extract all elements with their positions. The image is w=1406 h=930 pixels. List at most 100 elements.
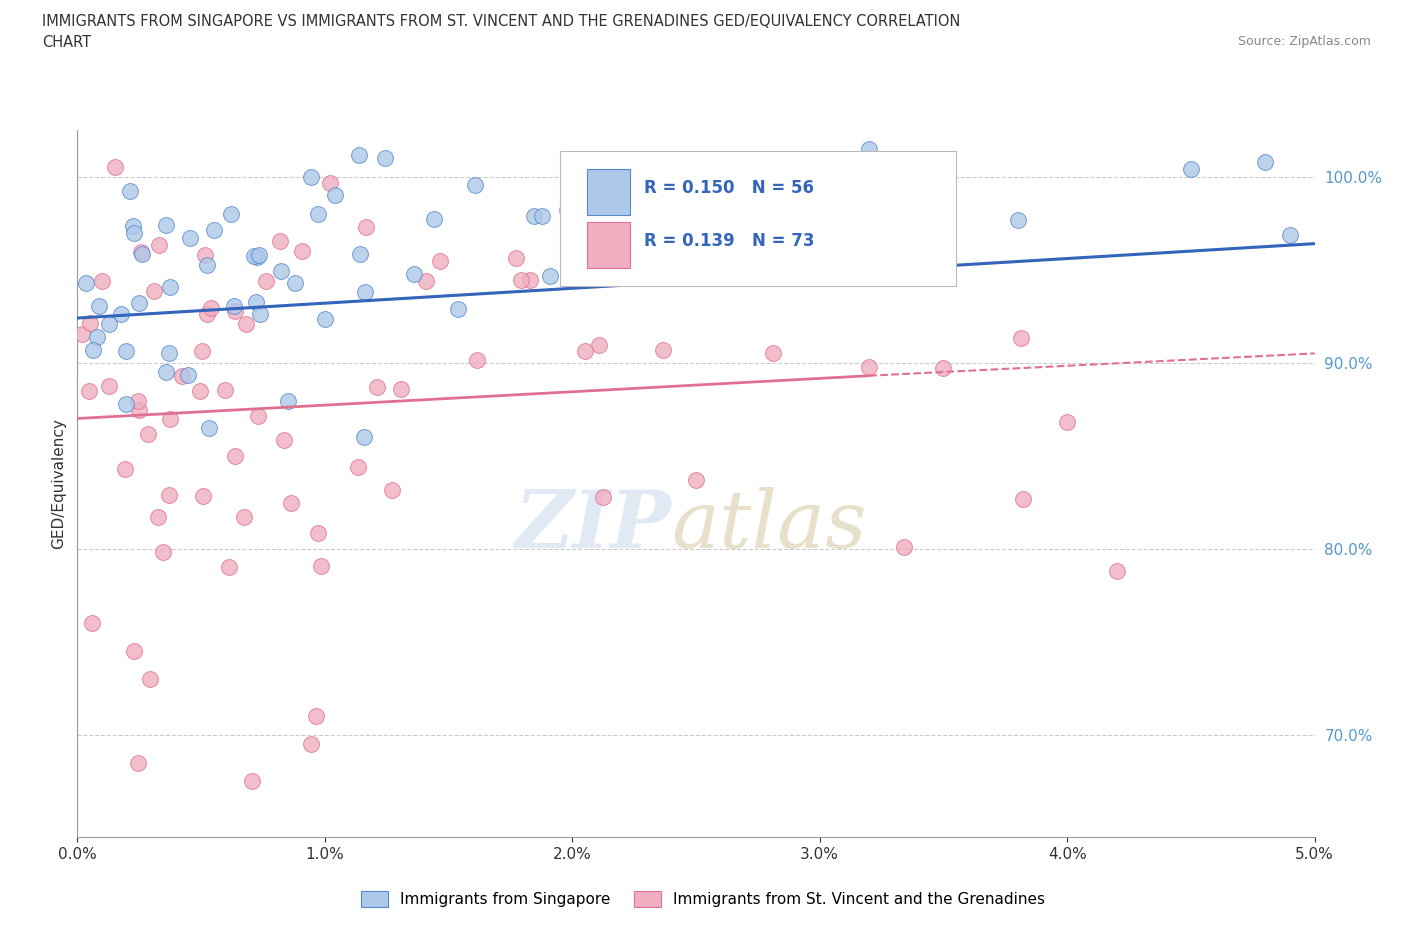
Point [75, 275, 97, 290]
Point [1105, 564, 1128, 578]
Point [155, 218, 177, 232]
Point [304, 709, 326, 724]
Point [79, 315, 101, 330]
Point [446, 301, 468, 316]
Point [218, 559, 240, 574]
Point [538, 269, 561, 284]
Point [246, 249, 269, 264]
Bar [588, 222, 630, 268]
Point [354, 219, 377, 234]
Point [131, 245, 153, 259]
Point [170, 369, 193, 384]
Point [245, 295, 267, 310]
Point [131, 246, 153, 261]
Point [243, 248, 266, 263]
Point [127, 393, 149, 408]
Text: IMMIGRANTS FROM SINGAPORE VS IMMIGRANTS FROM ST. VINCENT AND THE GRENADINES GED/: IMMIGRANTS FROM SINGAPORE VS IMMIGRANTS … [42, 14, 960, 29]
Point [157, 345, 180, 360]
Point [148, 237, 170, 252]
Point [77, 383, 100, 398]
Point [381, 483, 404, 498]
Point [90, 274, 112, 289]
Point [176, 368, 198, 383]
Point [685, 472, 707, 487]
Point [1011, 491, 1033, 506]
Point [269, 234, 291, 249]
Point [509, 273, 531, 288]
Point [415, 274, 437, 289]
Point [249, 307, 271, 322]
Point [148, 510, 170, 525]
Point [114, 461, 136, 476]
Point [299, 737, 322, 751]
Point [104, 160, 127, 175]
Point [194, 248, 217, 263]
Point [299, 170, 322, 185]
Text: R = 0.139   N = 73: R = 0.139 N = 73 [644, 232, 814, 250]
Point [314, 312, 336, 326]
Point [240, 774, 263, 789]
Point [128, 403, 150, 418]
Point [122, 219, 145, 233]
Point [136, 427, 159, 442]
Point [592, 490, 614, 505]
Point [138, 671, 160, 686]
Point [233, 510, 256, 525]
Point [235, 317, 257, 332]
Point [1254, 155, 1277, 170]
Point [323, 188, 346, 203]
Point [347, 148, 370, 163]
Point [122, 225, 145, 240]
Point [86, 329, 108, 344]
Point [179, 231, 201, 246]
Point [82, 616, 104, 631]
Point [118, 183, 141, 198]
Point [353, 430, 375, 445]
Point [464, 178, 486, 193]
Point [152, 544, 174, 559]
Point [155, 365, 177, 379]
Point [389, 382, 412, 397]
Point [309, 559, 332, 574]
Point [273, 432, 295, 447]
Point [195, 306, 218, 321]
Point [97, 316, 120, 331]
Point [576, 261, 599, 276]
Point [519, 272, 541, 287]
Point [574, 344, 596, 359]
Point [307, 206, 329, 221]
Point [893, 539, 915, 554]
Point [522, 208, 544, 223]
Point [1278, 227, 1301, 242]
Text: CHART: CHART [42, 35, 91, 50]
Point [254, 273, 277, 288]
Point [114, 343, 136, 358]
Point [142, 284, 165, 299]
Point [762, 345, 785, 360]
Point [247, 409, 270, 424]
Point [128, 755, 150, 770]
Point [932, 361, 955, 376]
Y-axis label: GED/Equivalency: GED/Equivalency [51, 418, 66, 549]
Text: atlas: atlas [671, 487, 866, 565]
Bar [588, 169, 630, 215]
Point [224, 304, 246, 319]
Point [195, 258, 218, 272]
Point [277, 393, 299, 408]
Point [374, 151, 396, 166]
Point [858, 359, 880, 374]
Text: ZIP: ZIP [515, 487, 671, 565]
Point [718, 248, 741, 263]
Point [98, 379, 121, 393]
Text: Source: ZipAtlas.com: Source: ZipAtlas.com [1237, 35, 1371, 48]
Point [347, 460, 370, 475]
Point [422, 211, 444, 226]
Point [224, 299, 246, 313]
Point [87, 299, 110, 313]
Point [759, 193, 782, 207]
Point [1010, 331, 1032, 346]
FancyBboxPatch shape [560, 152, 956, 286]
Point [198, 420, 221, 435]
Point [307, 525, 329, 540]
Point [846, 200, 869, 215]
